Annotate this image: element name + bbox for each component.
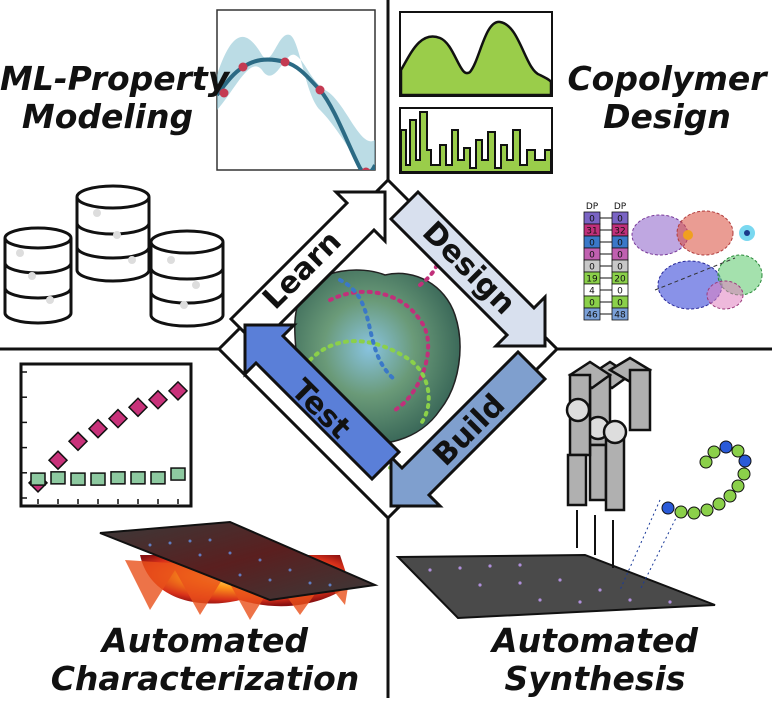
sequence-cell-value: 0 <box>589 239 595 249</box>
sequence-cell-value: 0 <box>589 215 595 225</box>
database-icon <box>149 229 225 328</box>
robot-arm <box>565 360 613 507</box>
gp-observation-point <box>280 57 290 67</box>
sequence-cell-value: 0 <box>589 251 595 261</box>
sequence-table: DP 0 31 0 0 0 19 4 0 46 DP 0 32 0 0 0 20 0 0 48 <box>583 202 629 321</box>
sequence-cell-value: 0 <box>617 299 623 309</box>
gp-observation-point <box>361 167 371 170</box>
square-marker <box>170 467 186 481</box>
automated-characterization-title: Automated Characterization <box>50 622 360 698</box>
square-marker <box>70 472 86 486</box>
heated-well-plate <box>99 520 379 620</box>
copolymer-title-line1: Copolymer <box>567 59 767 98</box>
sequence-cell-value: 32 <box>614 227 625 237</box>
diamond-marker <box>87 418 109 439</box>
sequence-cell-value: 0 <box>617 263 623 273</box>
sequence-cell-value: 0 <box>617 287 623 297</box>
sequence-cell-value: 19 <box>586 275 598 285</box>
gp-observation-point <box>238 62 248 72</box>
char-title-line1: Automated <box>102 621 308 660</box>
square-marker <box>130 471 146 485</box>
robot-arms <box>565 356 681 591</box>
square-marker <box>30 472 46 486</box>
char-title-line2: Characterization <box>50 659 360 698</box>
sequence-cell-value: 0 <box>589 263 595 273</box>
synth-title-line1: Automated <box>492 621 698 660</box>
ml-title-line1: ML-Property <box>0 59 230 98</box>
square-marker <box>110 471 126 485</box>
copolymer-profile-blocky <box>399 107 553 174</box>
ml-property-modeling-title: ML-Property Modeling <box>0 59 230 136</box>
square-marker <box>90 472 106 486</box>
synth-title-line2: Synthesis <box>504 659 686 698</box>
sequence-cell-value: 31 <box>586 227 597 237</box>
diamond-marker <box>67 431 89 452</box>
square-marker <box>150 471 166 485</box>
copolymer-profile-smooth <box>399 11 553 97</box>
sequence-cell-value: 4 <box>589 287 595 297</box>
diamond-marker <box>107 408 129 429</box>
robot-arm <box>602 356 653 512</box>
ml-gp-chart <box>216 9 376 171</box>
sequence-cell-value: 0 <box>617 239 623 249</box>
square-marker <box>50 471 66 485</box>
database-icon <box>75 184 151 283</box>
synthesis-well-plate <box>395 553 716 620</box>
gp-observation-point <box>219 88 229 98</box>
database-icon <box>3 226 73 325</box>
diamond-marker <box>147 389 169 410</box>
polymer-chain <box>661 440 752 520</box>
copolymer-title-line2: Design <box>603 97 731 136</box>
cluster-plot <box>631 210 763 310</box>
sequence-table-header: DP <box>614 202 627 212</box>
ml-title-line2: Modeling <box>21 97 194 136</box>
automated-synthesis-title: Automated Synthesis <box>480 622 710 698</box>
gp-uncertainty-band <box>217 34 375 170</box>
sequence-cell-value: 0 <box>617 215 623 225</box>
sequence-cell-value: 48 <box>614 311 626 321</box>
database-icons <box>3 184 225 328</box>
diamond-marker <box>47 450 69 471</box>
characterization-plot <box>19 362 193 508</box>
copolymer-design-title: Copolymer Design <box>562 60 772 136</box>
sequence-table-header: DP <box>586 202 599 212</box>
sequence-cell-value: 0 <box>617 251 623 261</box>
gp-observation-point <box>315 85 325 95</box>
sequence-cell-value: 0 <box>589 299 595 309</box>
diamond-marker <box>127 397 149 418</box>
sequence-cell-value: 20 <box>614 275 626 285</box>
sequence-cell-value: 46 <box>586 311 598 321</box>
diamond-marker <box>167 380 189 401</box>
